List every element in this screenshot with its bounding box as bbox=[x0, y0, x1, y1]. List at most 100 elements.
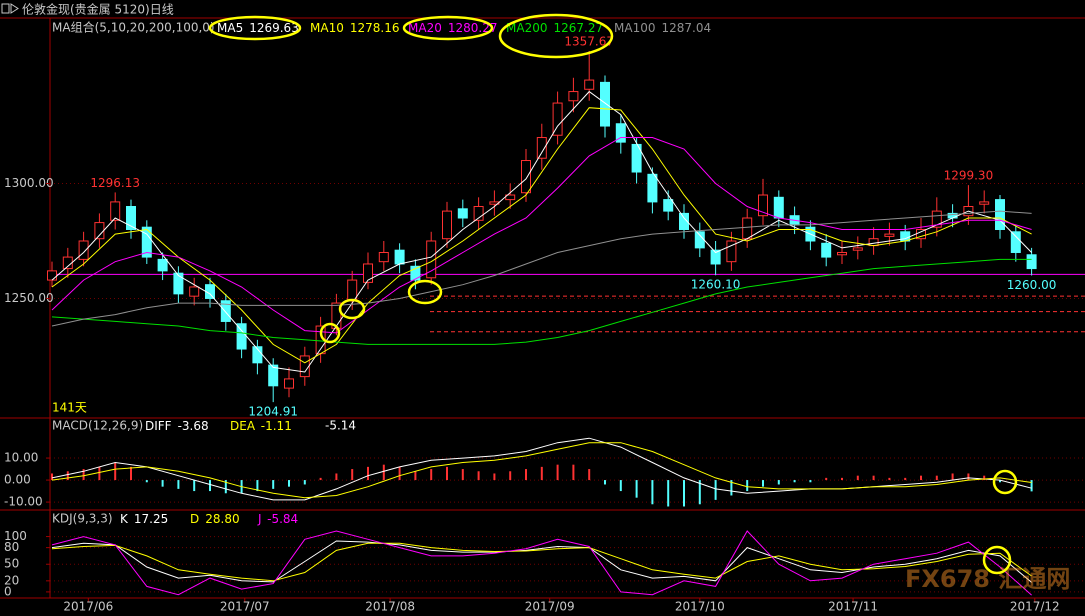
candle-body bbox=[536, 137, 547, 159]
icon[interactable] bbox=[1, 3, 10, 14]
x-tick-label: 2017/07 bbox=[220, 600, 270, 614]
legend-title: MA组合(5,10,20,200,100,0) bbox=[52, 20, 215, 35]
highlight bbox=[498, 13, 614, 59]
candle-body bbox=[710, 249, 721, 265]
x-tick-label: 2017/11 bbox=[828, 600, 878, 614]
y-tick-label: 1250.00 bbox=[4, 291, 54, 305]
candle-body bbox=[1026, 254, 1037, 270]
candle-body bbox=[157, 258, 168, 272]
highlight bbox=[407, 279, 443, 305]
candle-body bbox=[47, 270, 57, 281]
legend-entry: J -5.84 bbox=[257, 512, 298, 526]
candle-body bbox=[837, 251, 847, 256]
candle-body bbox=[410, 265, 421, 281]
series-line bbox=[51, 442, 1032, 499]
legend-entry: MA20 1280.27 bbox=[408, 21, 497, 35]
candle-body bbox=[1010, 231, 1021, 253]
candle-body bbox=[141, 226, 152, 258]
legend-value: 1267.27 bbox=[553, 21, 603, 35]
candle-body bbox=[94, 222, 105, 240]
legend-entry: MA200 1267.27 bbox=[506, 21, 603, 35]
icon[interactable] bbox=[10, 3, 19, 14]
legend-name: K bbox=[120, 512, 129, 526]
series-line bbox=[51, 90, 1032, 373]
legend-value: 1278.16 bbox=[350, 21, 400, 35]
legend-value: -3.68 bbox=[178, 419, 209, 433]
candle-body bbox=[552, 102, 563, 136]
series-line bbox=[51, 542, 1032, 582]
candle-body bbox=[694, 231, 705, 249]
legend-value: 17.25 bbox=[134, 512, 168, 526]
y-tick-label: -10.00 bbox=[4, 495, 43, 509]
highlight bbox=[208, 15, 302, 41]
y-tick-label: 80 bbox=[4, 540, 19, 554]
candle-body bbox=[521, 160, 531, 194]
legend-entry: DEA -1.11 bbox=[230, 419, 292, 433]
candle-body bbox=[758, 194, 768, 217]
legend-entry: MA5 1269.63 bbox=[217, 21, 299, 35]
price-label: 1260.10 bbox=[691, 278, 741, 292]
legend-name: J bbox=[257, 512, 261, 526]
series-line bbox=[51, 107, 1032, 364]
candle-body bbox=[821, 242, 832, 258]
x-tick-label: 2017/09 bbox=[525, 600, 575, 614]
legend-value: -1.11 bbox=[261, 419, 292, 433]
highlight bbox=[992, 469, 1018, 495]
candle-body bbox=[868, 238, 879, 247]
x-tick-label: 2017/12 bbox=[1010, 600, 1060, 614]
legend-name: MA20 bbox=[408, 21, 442, 35]
series-line bbox=[51, 530, 1032, 596]
candle-body bbox=[189, 286, 200, 297]
candle-body bbox=[852, 247, 863, 251]
legend-value: 28.80 bbox=[205, 512, 239, 526]
candle-body bbox=[742, 217, 753, 240]
candle-body bbox=[884, 233, 895, 237]
legend-name: D bbox=[190, 512, 199, 526]
legend-name: MA100 bbox=[614, 21, 655, 35]
legend-entry: D 28.80 bbox=[190, 512, 240, 526]
y-tick-label: 10.00 bbox=[4, 451, 38, 465]
candle-body bbox=[110, 201, 121, 221]
days-label: 141天 bbox=[52, 401, 87, 415]
plot: 1250.00 1300.00 1296.13 1357.67 1299.30 1204.… bbox=[4, 20, 1085, 614]
legend-value: 1287.04 bbox=[661, 21, 711, 35]
y-tick-label: 50 bbox=[4, 557, 19, 571]
series-line bbox=[51, 210, 1032, 327]
legend-name: MA10 bbox=[310, 21, 344, 35]
legend-title: KDJ(9,3,3) bbox=[52, 512, 113, 526]
legend-value: -5.84 bbox=[267, 512, 298, 526]
series-line bbox=[51, 137, 1032, 334]
candle-body bbox=[726, 240, 737, 263]
price-label: 1357.67 bbox=[564, 34, 614, 48]
legend-value: 1269.63 bbox=[249, 21, 299, 35]
candle-body bbox=[773, 196, 784, 219]
legend-title: MACD(12,26,9) bbox=[52, 419, 143, 433]
legend-name: DIFF bbox=[145, 419, 172, 433]
price-label: 1204.91 bbox=[248, 405, 298, 419]
price-label: 1299.30 bbox=[944, 169, 994, 183]
legend-name: DEA bbox=[230, 419, 256, 433]
candle-body bbox=[631, 143, 642, 173]
candle-body bbox=[979, 201, 990, 205]
candle-body bbox=[363, 263, 373, 283]
candle-body bbox=[615, 123, 626, 143]
candle-body bbox=[126, 206, 136, 230]
legend-value: 1280.27 bbox=[448, 21, 498, 35]
candle-body bbox=[268, 364, 279, 387]
candle-body bbox=[679, 212, 689, 230]
candle-body bbox=[457, 208, 468, 219]
highlight bbox=[338, 298, 366, 320]
legend-name: MA5 bbox=[217, 21, 243, 35]
candle-body bbox=[647, 173, 658, 203]
candle-body bbox=[426, 240, 437, 279]
x-tick-label: 2017/08 bbox=[365, 600, 415, 614]
candle-body bbox=[78, 240, 89, 260]
candle-body bbox=[584, 79, 595, 90]
candle-body bbox=[220, 300, 231, 322]
series-line bbox=[51, 540, 1032, 583]
legend-value: -5.14 bbox=[325, 419, 356, 433]
candle-body bbox=[299, 355, 310, 378]
candle-body bbox=[284, 378, 294, 389]
